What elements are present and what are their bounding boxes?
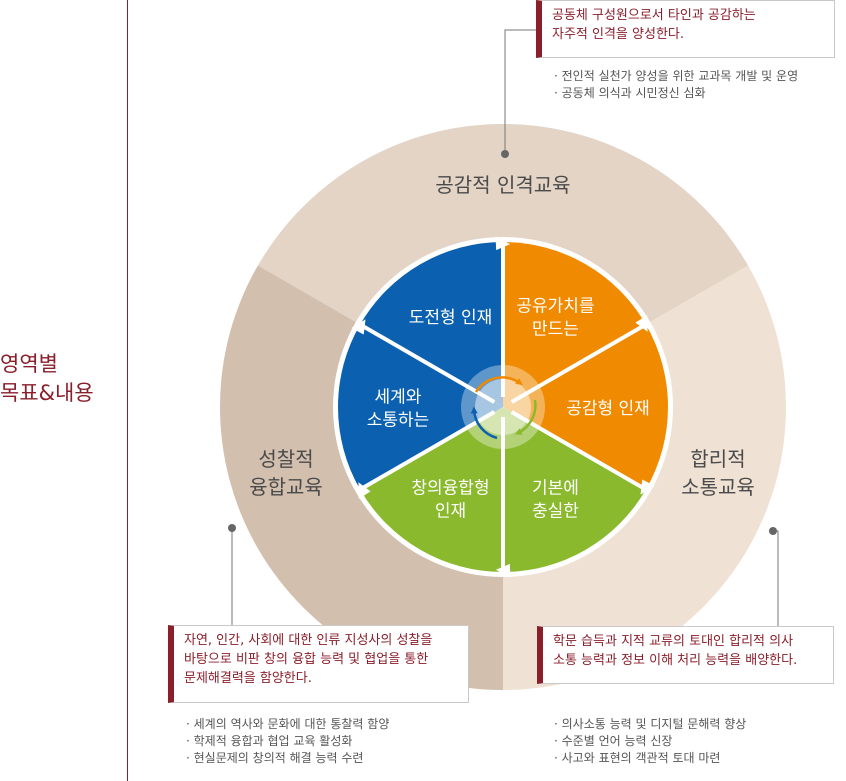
list-item: 전인적 실천가 양성을 위한 교과목 개발 및 운영 [554,68,798,85]
inner-wheel-dividers [351,236,655,578]
rim-arrow-icon [640,479,655,495]
bullets-convergence: 세계의 역사와 문화에 대한 통찰력 함양 학제적 융합과 협업 교육 활성화 … [186,716,390,767]
inner-segment-1 [503,242,646,407]
rim-arrow-icon [635,315,648,332]
rim-arrow-icon [351,319,366,335]
bullets-empathy: 전인적 실천가 양성을 위한 교과목 개발 및 운영 공동체 의식과 시민정신 … [554,68,798,102]
inner-segment-4 [360,407,503,572]
divider-5 [358,410,496,492]
list-item: 의사소통 능력 및 디지털 문해력 향상 [554,716,747,733]
goal-convergence-line-3: 문제해결력을 함양한다. [184,671,312,686]
inner-segment-1-label-2: 만드는 [532,320,579,340]
center-inner-circle [475,379,531,435]
inner-segment-6-label-1: 도전형 인재 [409,308,493,328]
goal-box-convergence: 자연, 인간, 사회에 대한 인류 지성사의 성찰을 바탕으로 비판 창의 융합… [168,625,469,703]
list-item: 사고와 표현의 객관적 토대 마련 [554,750,746,767]
inner-segment-5-label-1: 세계와 [375,388,422,408]
inner-segment-3 [503,407,646,572]
inner-segment-2 [503,324,668,490]
goal-communication-line-1: 학문 습득과 지적 교류의 토대인 합리적 의사 [553,634,794,649]
rim-arrow-icon [495,563,511,578]
connector-left-dot [228,524,236,532]
connector-left [172,528,233,635]
connector-right-dot [769,527,777,535]
center-orange-arrow-icon [474,376,523,393]
list-item: 수준별 언어 능력 신장 [554,733,746,750]
goal-communication-line-2: 소통 능력과 정보 이해 처리 능력을 배양한다. [553,653,798,668]
rim-arrow-icon [358,482,371,499]
outer-label-right-1: 합리적 [690,447,745,471]
vertical-divider [127,0,128,781]
center-blue-arrow-icon [470,406,498,440]
connector-top-dot [501,150,509,158]
list-item: 학제적 융합과 협업 교육 활성화 [186,733,389,750]
connector-right [773,530,779,629]
inner-segment-5 [338,324,503,490]
inner-segment-2-label-1: 공감형 인재 [566,399,650,419]
inner-segment-3-label-1: 기본에 [532,478,579,498]
outer-label-right-2: 소통교육 [681,475,755,499]
divider-2 [510,322,648,404]
list-item: 공동체 의식과 시민정신 심화 [554,85,798,102]
outer-label-top: 공감적 인격교육 [435,173,570,197]
inner-segment-1-label-1: 공유가치를 [516,297,594,317]
inner-segment-5-label-2: 소통하는 [367,411,430,431]
outer-label-left-1: 성찰적 [258,447,313,471]
inner-segment-3-label-2: 충실한 [532,501,579,521]
goal-convergence-line-1: 자연, 인간, 사회에 대한 인류 지성사의 성찰을 [184,633,433,648]
list-item: 현실문제의 창의적 해결 능력 수련 [186,750,389,767]
divider-6 [358,322,496,404]
goal-empathy-line-1: 공동체 구성원으로서 타인과 공감하는 [552,8,756,23]
goal-convergence-line-2: 바탕으로 비판 창의 융합 능력 및 협업을 통한 [184,652,429,667]
goal-box-communication: 학문 습득과 지적 교류의 토대인 합리적 의사 소통 능력과 정보 이해 처리… [537,626,834,684]
goal-empathy-line-2: 자주적 인격을 양성한다. [552,27,684,42]
list-item: 세계의 역사와 문화에 대한 통찰력 함양 [186,716,390,733]
section-title-line-1: 영역별 [0,352,58,376]
rim-arrow-icon [495,236,511,251]
connector-top [504,29,536,154]
section-title: 영역별 목표&내용 [0,350,120,408]
outer-label-left-2: 융합교육 [249,475,323,499]
bullets-communication: 의사소통 능력 및 디지털 문해력 향상 수준별 언어 능력 신장 사고와 표현… [554,716,747,767]
inner-segment-4-label-2: 인재 [435,501,466,521]
center-green-arrow-icon [514,399,537,435]
inner-segment-6 [360,242,503,407]
divider-3 [510,410,648,492]
section-title-line-2: 목표&내용 [0,381,94,405]
goal-box-empathy: 공동체 구성원으로서 타인과 공감하는 자주적 인격을 양성한다. [536,0,835,58]
inner-segment-4-label-1: 창의융합형 [411,478,489,498]
